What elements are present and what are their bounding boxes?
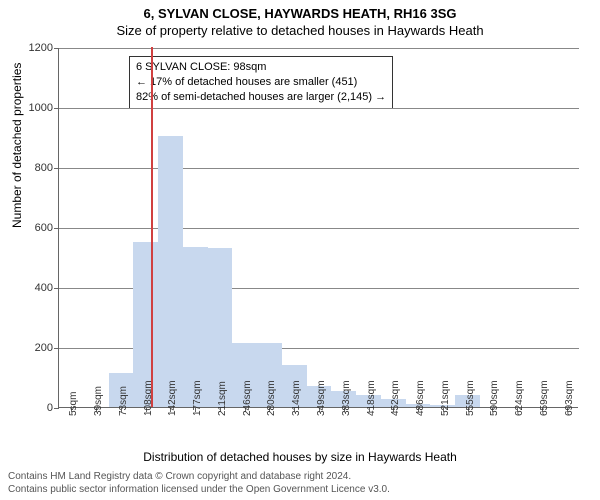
histogram-bar (158, 136, 183, 408)
y-tick-label: 0 (13, 402, 53, 414)
gridline-h (59, 48, 579, 49)
annotation-line: 82% of semi-detached houses are larger (… (136, 90, 386, 105)
y-tick-label: 400 (13, 282, 53, 294)
chart-supertitle: 6, SYLVAN CLOSE, HAYWARDS HEATH, RH16 3S… (0, 0, 600, 21)
reference-marker (151, 47, 153, 407)
y-tick-label: 800 (13, 162, 53, 174)
footer-line: Contains public sector information licen… (8, 484, 592, 497)
footer-attribution: Contains HM Land Registry data © Crown c… (8, 471, 592, 496)
y-axis-title: Number of detached properties (10, 63, 24, 228)
y-tick (54, 168, 59, 169)
y-tick (54, 348, 59, 349)
chart-subtitle: Size of property relative to detached ho… (0, 21, 600, 38)
y-tick (54, 228, 59, 229)
annotation-box: 6 SYLVAN CLOSE: 98sqm ← 17% of detached … (129, 56, 393, 109)
footer-line: Contains HM Land Registry data © Crown c… (8, 471, 592, 484)
y-tick-label: 600 (13, 222, 53, 234)
gridline-h (59, 108, 579, 109)
gridline-h (59, 228, 579, 229)
y-tick-label: 200 (13, 342, 53, 354)
y-tick (54, 48, 59, 49)
plot-region: 6 SYLVAN CLOSE: 98sqm ← 17% of detached … (58, 48, 578, 408)
y-tick-label: 1200 (13, 42, 53, 54)
y-tick (54, 108, 59, 109)
y-tick (54, 408, 59, 409)
gridline-h (59, 168, 579, 169)
y-tick (54, 288, 59, 289)
annotation-line: ← 17% of detached houses are smaller (45… (136, 75, 386, 90)
y-tick-label: 1000 (13, 102, 53, 114)
annotation-line: 6 SYLVAN CLOSE: 98sqm (136, 60, 386, 75)
chart-area: 6 SYLVAN CLOSE: 98sqm ← 17% of detached … (58, 48, 578, 408)
x-axis-title: Distribution of detached houses by size … (0, 450, 600, 464)
